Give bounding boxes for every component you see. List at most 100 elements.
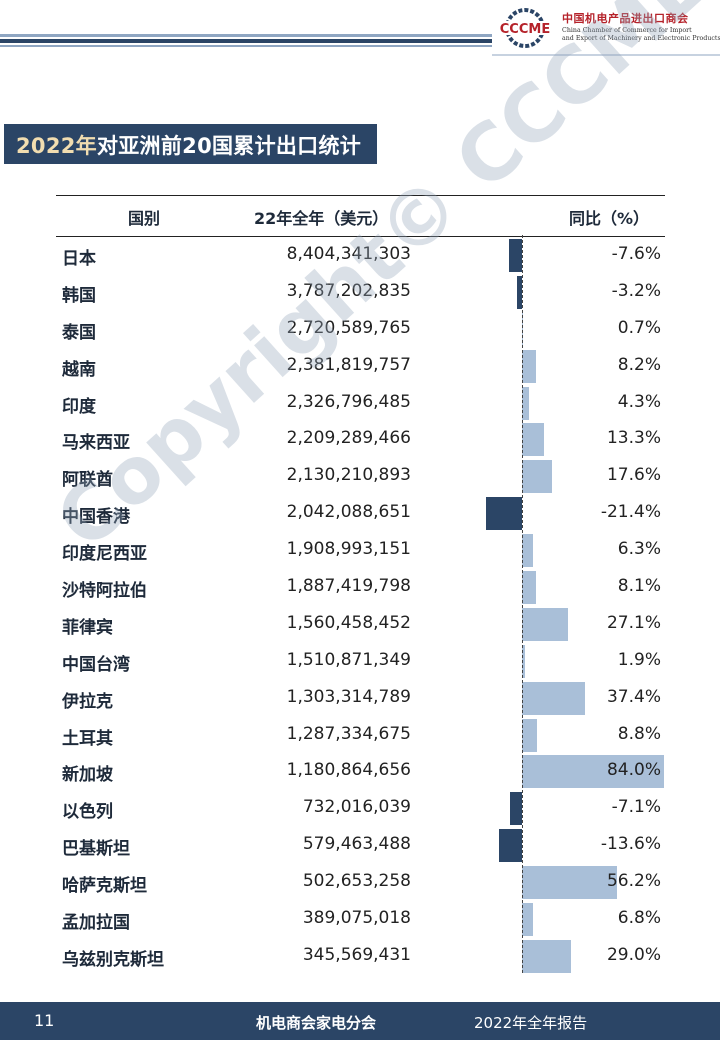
footer-report-name: 2022年全年报告 [474,1014,588,1032]
yoy-bar [522,534,533,568]
yoy-bar [485,497,522,531]
logo-chinese-name: 中国机电产品进出口商会 [562,12,689,25]
cell-country: 土耳其 [62,728,113,749]
cell-yoy: -7.1% [611,797,661,818]
cell-yoy: 27.1% [606,612,661,633]
cell-country: 泰国 [62,322,96,343]
yoy-bar [509,239,522,272]
cell-yoy: 17.6% [606,465,661,486]
cell-value: 2,720,589,765 [286,317,411,338]
page-number: 11 [34,1011,55,1030]
table-header: 国别 22年全年（美元） 同比（%） [56,195,665,237]
title-year: 2022年 [16,134,97,158]
yoy-bar [522,571,536,605]
table-row: 中国台湾 1,510,871,349 1.9% [56,643,665,680]
cell-country: 沙特阿拉伯 [62,581,147,602]
cell-value: 2,326,796,485 [286,391,411,412]
yoy-bar [522,939,571,973]
cell-value: 2,130,210,893 [286,465,411,486]
table-row: 沙特阿拉伯 1,887,419,798 8.1% [56,569,665,606]
cell-value: 502,653,258 [302,871,411,892]
cell-yoy: -3.2% [611,280,661,301]
table-row: 韩国 3,787,202,835 -3.2% [56,274,665,311]
table-row: 孟加拉国 389,075,018 6.8% [56,901,665,938]
cell-country: 哈萨克斯坦 [62,876,147,897]
cell-country: 印度尼西亚 [62,544,147,565]
header-stripe [0,39,500,43]
header-yoy: 同比（%） [568,209,649,228]
yoy-bar [499,829,522,863]
cell-country: 韩国 [62,285,96,306]
cell-value: 1,180,864,656 [286,760,411,781]
yoy-bar [516,275,522,309]
cell-value: 1,510,871,349 [286,649,411,670]
cell-yoy: 8.2% [617,354,661,375]
yoy-bar [522,718,537,752]
header-stripe [0,34,500,37]
cell-value: 2,042,088,651 [286,502,411,523]
cell-value: 579,463,488 [302,834,411,855]
cell-country: 菲律宾 [62,617,113,638]
section-title: 2022年对亚洲前20国累计出口统计 [16,130,361,160]
cell-value: 345,569,431 [302,944,411,965]
cell-country: 伊拉克 [62,691,113,712]
logo-english-line: China Chamber of Commerce for Import [562,27,692,34]
cell-value: 1,908,993,151 [286,539,411,560]
yoy-bar [522,607,568,641]
cell-yoy: 13.3% [606,428,661,449]
table-row: 菲律宾 1,560,458,452 27.1% [56,606,665,643]
cell-yoy: 1.9% [617,649,661,670]
cell-country: 巴基斯坦 [62,839,130,860]
table-row: 泰国 2,720,589,765 0.7% [56,311,665,348]
table-row: 乌兹别克斯坦 345,569,431 29.0% [56,938,665,975]
cell-country: 马来西亚 [62,433,130,454]
cell-value: 1,887,419,798 [286,576,411,597]
header-value: 22年全年（美元） [254,209,389,228]
cell-value: 2,381,819,757 [286,354,411,375]
cell-country: 越南 [62,359,96,380]
cell-value: 1,303,314,789 [286,686,411,707]
yoy-bar [522,386,530,420]
cell-country: 中国香港 [62,507,130,528]
cell-country: 中国台湾 [62,654,130,675]
footer-organization: 机电商会家电分会 [256,1014,377,1032]
header-stripe [0,45,500,47]
cell-country: 新加坡 [62,765,113,786]
yoy-bar [522,423,545,457]
cell-value: 389,075,018 [302,908,411,929]
page-footer: 11 机电商会家电分会 2022年全年报告 [0,1002,720,1040]
cell-yoy: 84.0% [606,760,661,781]
cell-yoy: 0.7% [617,317,661,338]
logo-english-name: China Chamber of Commerce for Import and… [562,27,720,43]
yoy-bar [522,681,586,715]
cell-value: 8,404,341,303 [286,244,411,264]
cell-country: 孟加拉国 [62,913,130,934]
cell-country: 乌兹别克斯坦 [62,949,164,970]
table-row: 土耳其 1,287,334,675 8.8% [56,717,665,754]
yoy-bar [510,792,522,826]
table-row: 新加坡 1,180,864,656 84.0% [56,753,665,790]
yoy-bar [522,866,617,900]
cell-yoy: -21.4% [600,502,661,523]
cell-value: 2,209,289,466 [286,428,411,449]
cccme-logo: CCCME 中国机电产品进出口商会 China Chamber of Comme… [492,0,720,56]
cell-yoy: 56.2% [606,871,661,892]
cell-yoy: 8.8% [617,723,661,744]
yoy-bar [522,755,664,789]
yoy-bar [522,349,536,383]
table-row: 哈萨克斯坦 502,653,258 56.2% [56,864,665,901]
cell-yoy: 37.4% [606,686,661,707]
title-rest: 对亚洲前20国累计出口统计 [96,134,362,158]
section-title-bar: 2022年对亚洲前20国累计出口统计 [4,124,377,164]
table-row: 马来西亚 2,209,289,466 13.3% [56,421,665,458]
cell-yoy: 6.8% [617,908,661,929]
logo-english-line: and Export of Machinery and Electronic P… [562,35,720,42]
table-row: 巴基斯坦 579,463,488 -13.6% [56,827,665,864]
yoy-bar [522,460,552,494]
cell-country: 日本 [62,249,96,269]
yoy-bar [522,903,534,937]
table-row: 伊拉克 1,303,314,789 37.4% [56,680,665,717]
table-row: 中国香港 2,042,088,651 -21.4% [56,495,665,532]
zero-axis-line [522,235,523,973]
yoy-bar [522,644,526,678]
